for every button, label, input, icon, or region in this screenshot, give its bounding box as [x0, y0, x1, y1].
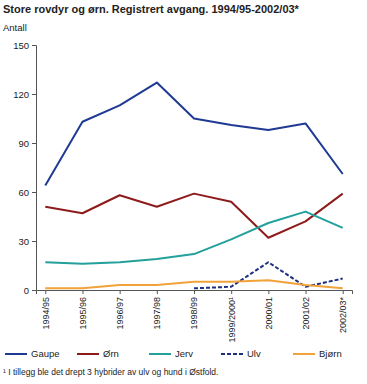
series-lines — [45, 83, 342, 289]
legend-label: Gaupe — [31, 348, 60, 359]
x-tick-label: 1995/96 — [78, 297, 88, 330]
x-tick: 1996/97 — [115, 290, 125, 330]
x-tick-label: 2001/02 — [301, 297, 311, 330]
y-tick-label: 150 — [13, 40, 29, 51]
y-tick-label: 120 — [13, 89, 29, 100]
x-tick-mark — [45, 290, 46, 294]
y-tick-label: 0 — [24, 285, 29, 296]
y-tick-mark — [32, 192, 36, 193]
legend-item: Jerv — [149, 348, 193, 359]
x-tick-mark — [231, 290, 232, 294]
x-tick: 1997/98 — [152, 290, 162, 330]
x-tick-label: 1997/98 — [152, 297, 162, 330]
y-tick-mark — [32, 94, 36, 95]
y-tick-label: 90 — [18, 138, 29, 149]
y-tick: 90 — [18, 138, 36, 149]
y-tick: 60 — [18, 187, 36, 198]
legend-label: Jerv — [175, 348, 193, 359]
legend-item: Ørn — [77, 348, 119, 359]
x-tick: 2001/02 — [301, 290, 311, 330]
y-axis-title: Antall — [3, 22, 27, 33]
series-line — [45, 212, 342, 264]
x-axis-line — [37, 291, 353, 295]
y-axis: 0 30 60 90 120 150 — [13, 40, 36, 296]
x-tick-label: 1994/95 — [41, 297, 51, 330]
legend-swatch — [221, 353, 243, 355]
x-tick: 2000/01 — [264, 290, 274, 330]
y-axis-line — [32, 46, 37, 291]
x-tick-mark — [194, 290, 195, 294]
x-tick-label: 1998/99 — [189, 297, 199, 330]
legend-swatch — [149, 353, 171, 355]
x-tick-mark — [343, 290, 344, 294]
series-line — [45, 280, 342, 288]
legend-label: Ulv — [247, 348, 261, 359]
y-tick-label: 30 — [18, 236, 29, 247]
x-axis: 1994/95 1995/96 1996/97 1997/98 1998/99 1999/… — [37, 290, 353, 343]
legend-item: Ulv — [221, 348, 261, 359]
chart: Store rovdyr og ørn. Registrert avgang. … — [0, 0, 367, 384]
y-tick: 0 — [24, 285, 36, 296]
y-tick-mark — [32, 143, 36, 144]
x-tick-mark — [306, 290, 307, 294]
series-line — [194, 262, 343, 288]
x-tick: 2002/03* — [338, 290, 348, 333]
footnote: ¹ I tillegg ble det drept 3 hybrider av … — [3, 367, 218, 377]
x-tick-mark — [82, 290, 83, 294]
legend-item: Gaupe — [5, 348, 60, 359]
x-tick: 1998/99 — [189, 290, 199, 330]
legend-swatch — [5, 353, 27, 355]
y-tick: 30 — [18, 236, 36, 247]
legend: Gaupe Ørn Jerv Ulv Bjørn — [5, 348, 342, 359]
x-tick: 1995/96 — [78, 290, 88, 330]
series-line — [45, 83, 342, 186]
y-tick-mark — [32, 290, 36, 291]
x-tick: 1999/2000¹ — [227, 290, 237, 343]
x-tick-label: 1999/2000¹ — [227, 297, 237, 343]
legend-label: Ørn — [103, 348, 119, 359]
legend-label: Bjørn — [319, 348, 342, 359]
y-tick-mark — [32, 241, 36, 242]
x-tick-mark — [120, 290, 121, 294]
x-tick-label: 1996/97 — [115, 297, 125, 330]
legend-swatch — [77, 353, 99, 355]
x-tick: 1994/95 — [41, 290, 51, 330]
x-tick-label: 2002/03* — [338, 297, 348, 334]
y-tick-mark — [32, 45, 36, 46]
legend-item: Bjørn — [293, 348, 342, 359]
legend-swatch — [293, 353, 315, 355]
title: Store rovdyr og ørn. Registrert avgang. … — [3, 3, 300, 15]
plot: 0 30 60 90 120 150 1994/95 1995/96 1996/97 1997/9… — [13, 40, 352, 343]
x-tick-label: 2000/01 — [264, 297, 274, 330]
y-tick: 120 — [13, 89, 36, 100]
x-tick-mark — [157, 290, 158, 294]
y-tick: 150 — [13, 40, 36, 51]
series-line — [45, 194, 342, 238]
x-tick-mark — [268, 290, 269, 294]
y-tick-label: 60 — [18, 187, 29, 198]
